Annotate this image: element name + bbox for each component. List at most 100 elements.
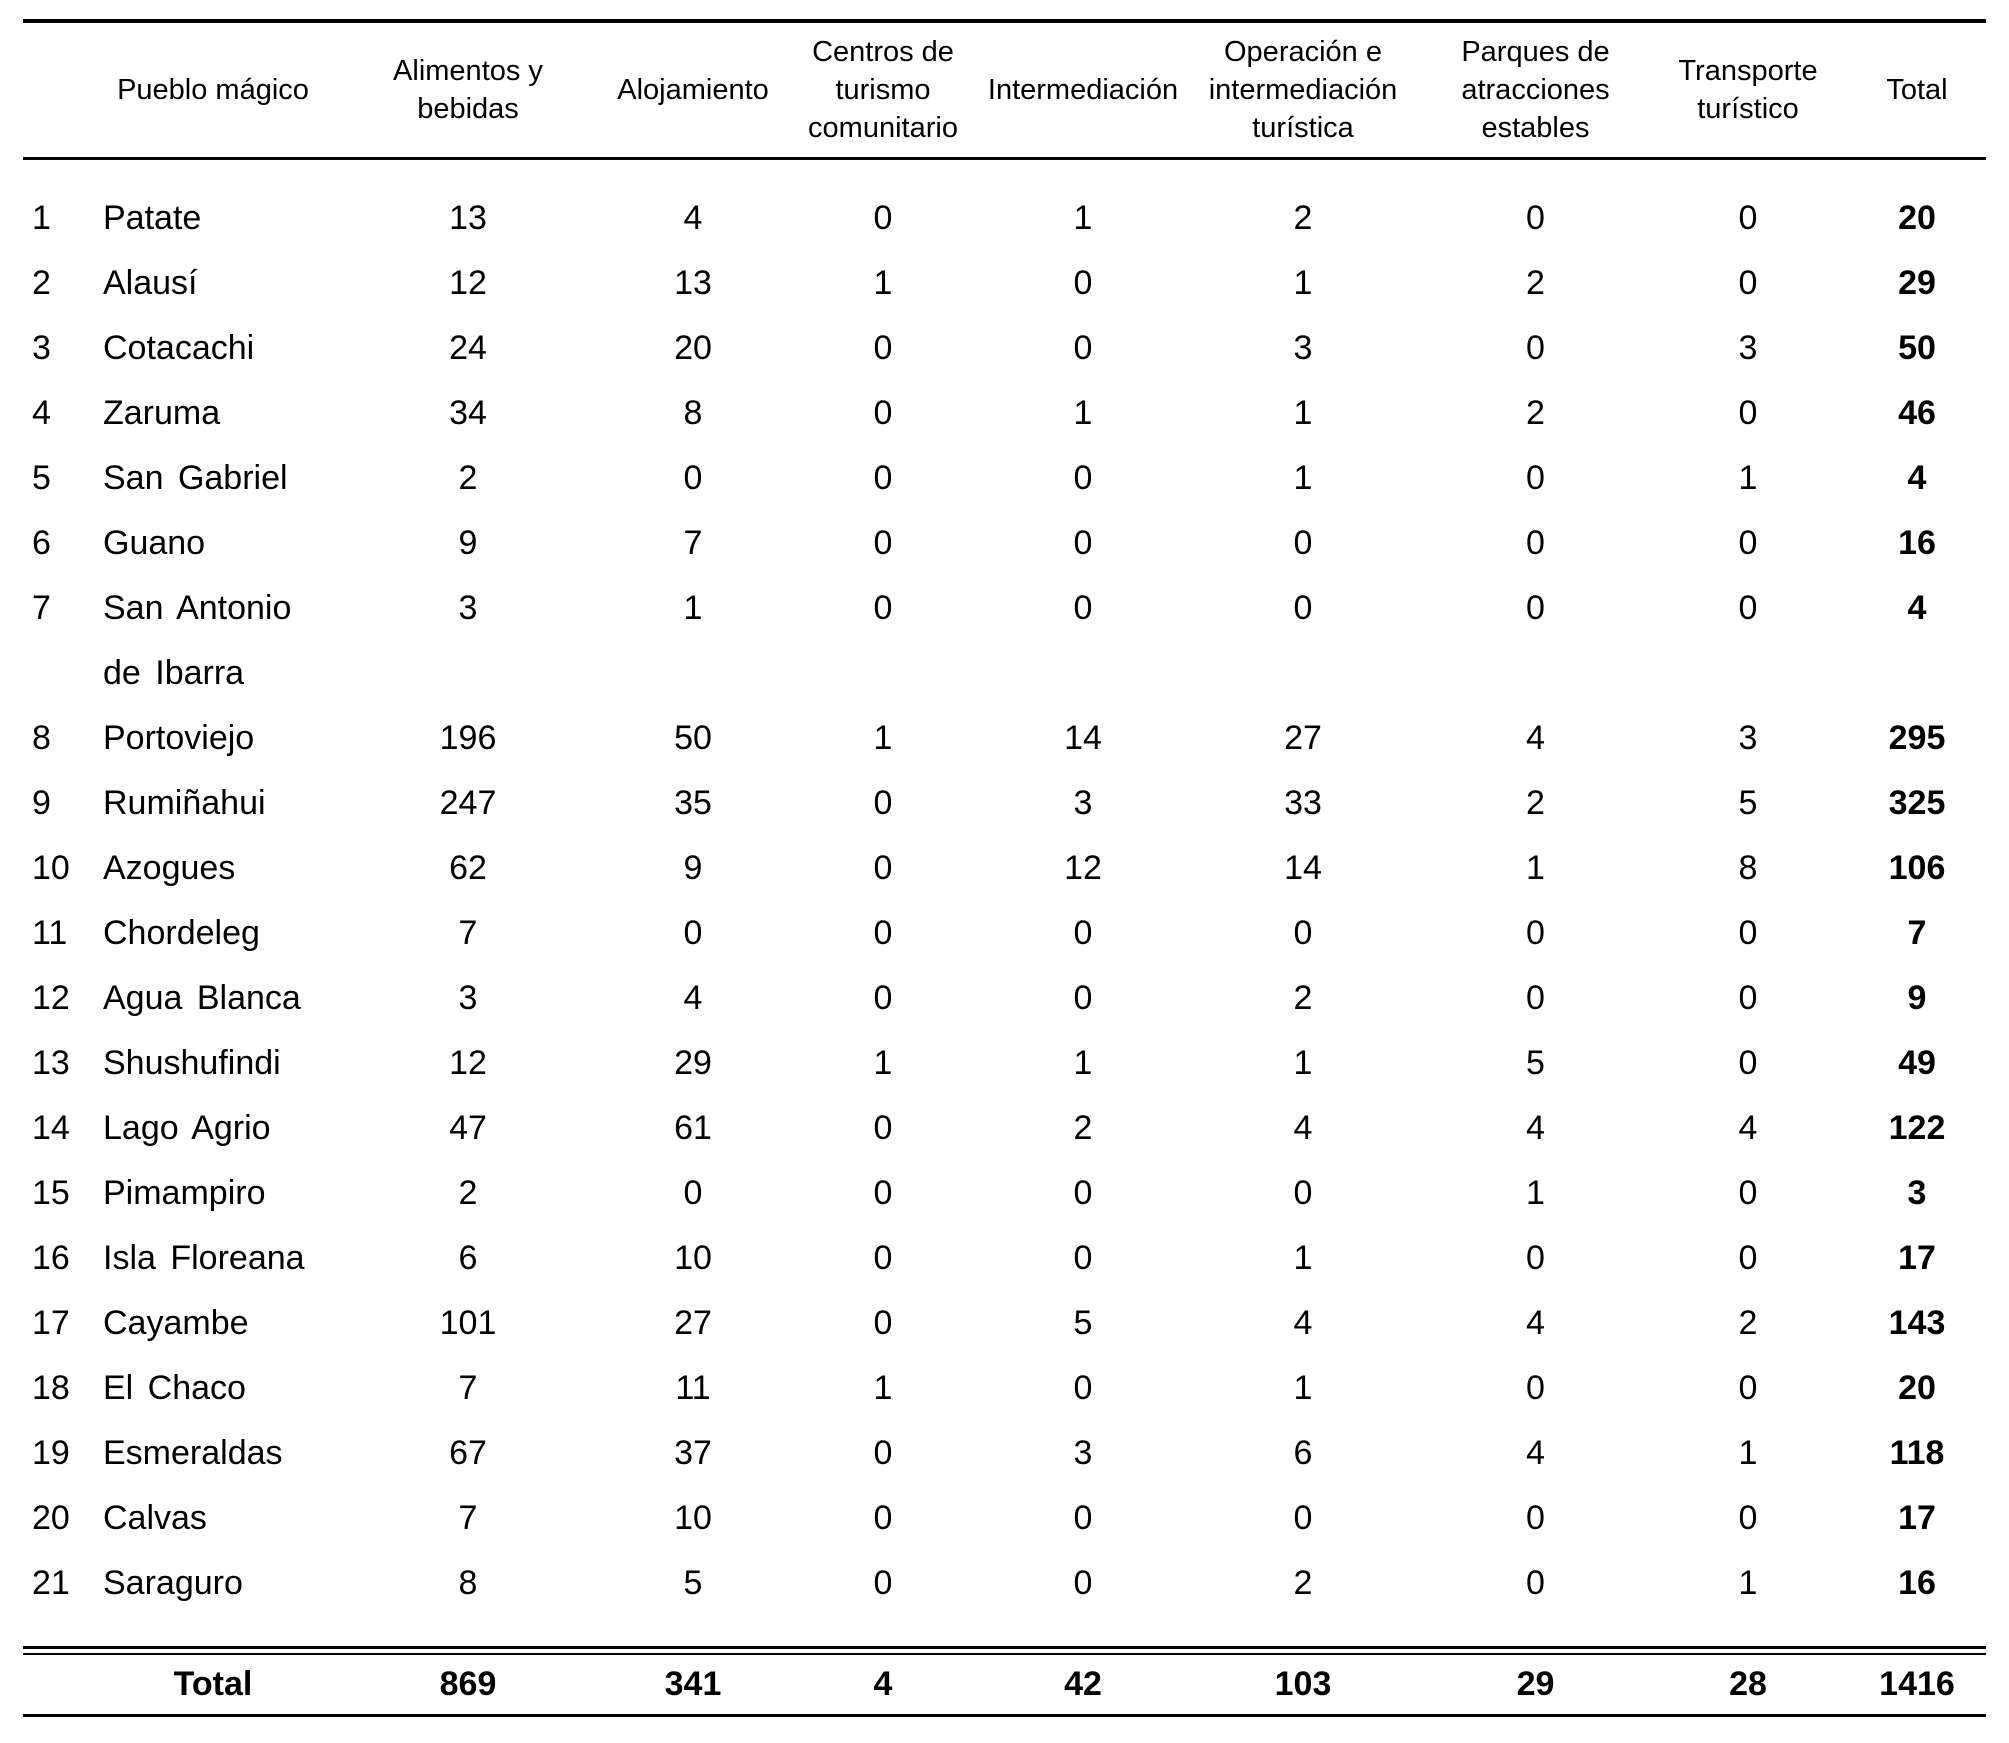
value-cell: 8 <box>458 1564 478 1602</box>
pueblo-name: Cotacachi <box>103 329 255 367</box>
table-row: 2 Alausí 12 13 1 0 1 2 0 29 <box>23 251 1986 316</box>
value-cell: 0 <box>873 1109 893 1147</box>
double-rule-spacer <box>23 1648 1986 1654</box>
value-cell: 1 <box>1293 459 1313 497</box>
col-header-pueblo-magico: Pueblo mágico <box>117 74 309 106</box>
row-total: 325 <box>1888 784 1946 822</box>
value-cell: 0 <box>1073 589 1093 627</box>
value-cell: 3 <box>1738 329 1758 367</box>
value-cell: 0 <box>873 849 893 887</box>
value-cell: 0 <box>873 199 893 237</box>
table-header: Pueblo mágico Alimentos y bebidas Alojam… <box>23 21 1986 159</box>
value-cell: 5 <box>1073 1304 1093 1342</box>
value-cell: 0 <box>1738 1499 1758 1537</box>
value-cell: 0 <box>1073 1564 1093 1602</box>
row-total: 17 <box>1898 1499 1936 1537</box>
value-cell: 50 <box>674 719 712 757</box>
value-cell: 0 <box>873 1434 893 1472</box>
row-total: 295 <box>1888 719 1946 757</box>
row-total: 4 <box>1907 459 1927 497</box>
col-header-transporte-turistico: Transporte turístico <box>1678 55 1818 125</box>
value-cell: 1 <box>1293 394 1313 432</box>
value-cell: 34 <box>449 394 487 432</box>
total-centros-turismo-comunitario: 4 <box>873 1664 893 1703</box>
value-cell: 0 <box>1738 589 1758 627</box>
table-row: 21 Saraguro 8 5 0 0 2 0 1 16 <box>23 1551 1986 1648</box>
value-cell: 7 <box>458 1369 478 1407</box>
table-row: 10 Azogues 62 9 0 12 14 1 8 106 <box>23 836 1986 901</box>
value-cell: 3 <box>1073 784 1093 822</box>
value-cell: 0 <box>683 1174 703 1212</box>
pueblo-name: Shushufindi <box>103 1044 281 1082</box>
row-number: 20 <box>32 1499 70 1537</box>
value-cell: 0 <box>683 914 703 952</box>
value-cell: 0 <box>1526 589 1545 627</box>
pueblo-name: Guano <box>103 524 206 562</box>
total-label: Total <box>173 1664 253 1703</box>
pueblo-name: Calvas <box>103 1499 207 1537</box>
row-number: 8 <box>32 719 51 757</box>
total-operacion-intermediacion-turistica: 103 <box>1274 1664 1332 1703</box>
row-total: 122 <box>1888 1109 1946 1147</box>
table-row: 13 Shushufindi 12 29 1 1 1 5 0 49 <box>23 1031 1986 1096</box>
row-total: 9 <box>1907 979 1927 1017</box>
value-cell: 0 <box>873 1564 893 1602</box>
value-cell: 1 <box>873 1044 893 1082</box>
value-cell: 1 <box>1073 394 1093 432</box>
pueblo-name: San Antonio de Ibarra <box>103 589 292 692</box>
pueblo-name: Cayambe <box>103 1304 249 1342</box>
table-row: 11 Chordeleg 7 0 0 0 0 0 0 7 <box>23 901 1986 966</box>
value-cell: 0 <box>1293 589 1313 627</box>
value-cell: 3 <box>1073 1434 1093 1472</box>
value-cell: 67 <box>449 1434 487 1472</box>
row-number: 4 <box>32 394 51 432</box>
row-number: 1 <box>32 199 51 237</box>
col-header-intermediacion: Intermediación <box>987 74 1179 106</box>
value-cell: 3 <box>458 589 478 627</box>
row-total: 29 <box>1898 264 1936 302</box>
value-cell: 0 <box>1073 329 1093 367</box>
value-cell: 29 <box>674 1044 712 1082</box>
table-row: 19 Esmeraldas 67 37 0 3 6 4 1 118 <box>23 1421 1986 1486</box>
value-cell: 11 <box>675 1369 711 1407</box>
value-cell: 2 <box>1738 1304 1758 1342</box>
pueblos-magicos-establishments-table: Pueblo mágico Alimentos y bebidas Alojam… <box>23 19 1986 1717</box>
pueblo-name: San Gabriel <box>103 459 288 497</box>
row-number: 6 <box>32 524 51 562</box>
value-cell: 0 <box>1526 329 1545 367</box>
value-cell: 4 <box>1526 1304 1545 1342</box>
row-number: 21 <box>32 1564 70 1602</box>
value-cell: 5 <box>1738 784 1758 822</box>
table-row: 14 Lago Agrio 47 61 0 2 4 4 4 122 <box>23 1096 1986 1161</box>
value-cell: 4 <box>1526 719 1545 757</box>
table-row: 8 Portoviejo 196 50 1 14 27 4 3 295 <box>23 706 1986 771</box>
value-cell: 2 <box>1526 784 1545 822</box>
value-cell: 0 <box>1526 1564 1545 1602</box>
table-row: 9 Rumiñahui 247 35 0 3 33 2 5 325 <box>23 771 1986 836</box>
value-cell: 0 <box>1738 264 1758 302</box>
pueblo-name: Portoviejo <box>103 719 255 757</box>
value-cell: 196 <box>439 719 497 757</box>
row-number: 11 <box>32 914 68 952</box>
row-number: 5 <box>32 459 51 497</box>
value-cell: 35 <box>674 784 712 822</box>
value-cell: 0 <box>1073 914 1093 952</box>
value-cell: 6 <box>458 1239 478 1277</box>
value-cell: 0 <box>873 589 893 627</box>
pueblo-name: Patate <box>103 199 202 237</box>
row-total: 118 <box>1889 1434 1945 1472</box>
total-transporte-turistico: 28 <box>1729 1664 1767 1703</box>
value-cell: 47 <box>449 1109 487 1147</box>
value-cell: 0 <box>1526 459 1545 497</box>
value-cell: 0 <box>1738 1239 1758 1277</box>
value-cell: 2 <box>1293 199 1313 237</box>
value-cell: 14 <box>1284 849 1322 887</box>
value-cell: 0 <box>1738 394 1758 432</box>
value-cell: 0 <box>1073 1239 1093 1277</box>
total-intermediacion: 42 <box>1064 1664 1102 1703</box>
value-cell: 1 <box>1526 1174 1545 1212</box>
row-number: 16 <box>32 1239 70 1277</box>
total-row-number-cell <box>23 1654 93 1716</box>
value-cell: 0 <box>1526 1499 1545 1537</box>
